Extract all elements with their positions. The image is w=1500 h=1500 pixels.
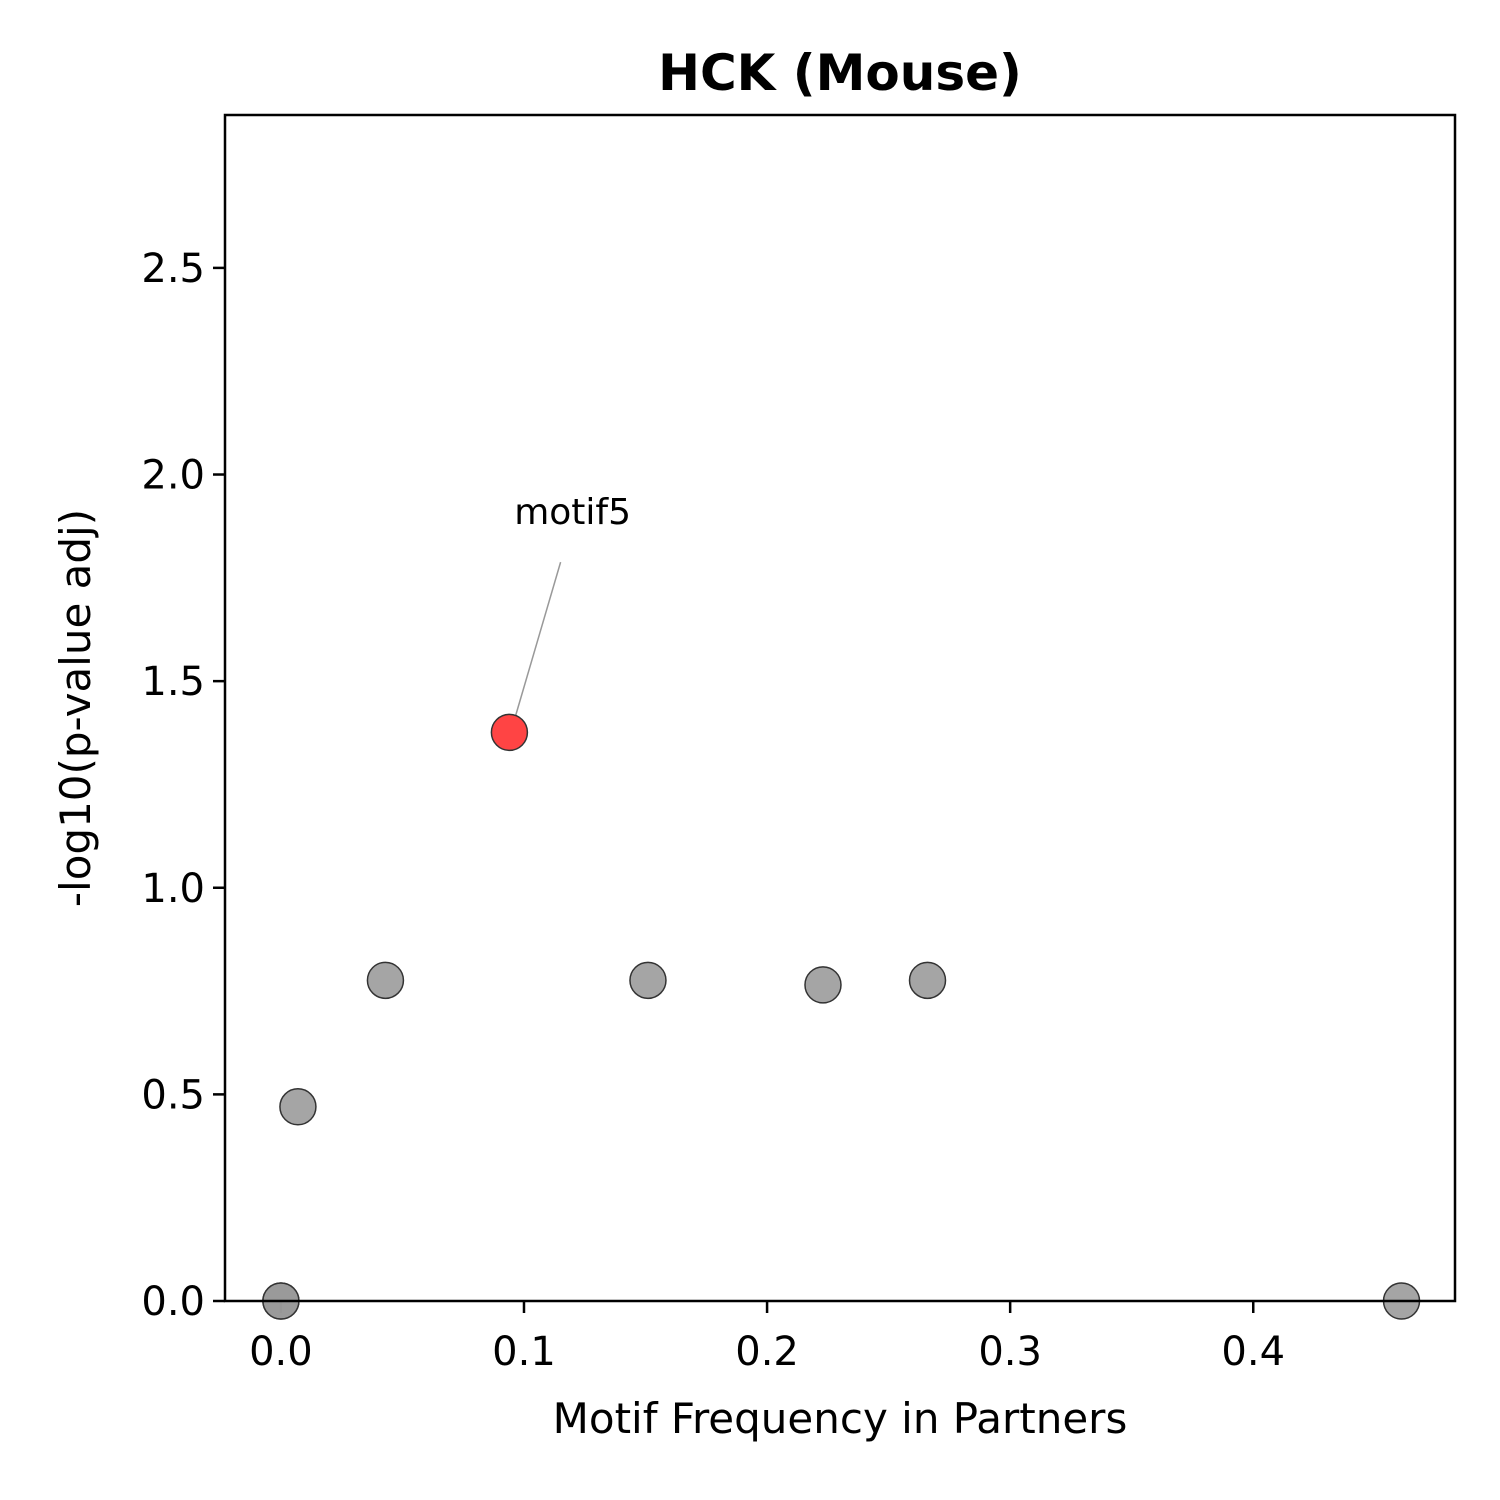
data-point-significant xyxy=(490,713,529,752)
data-point xyxy=(629,961,667,1000)
data-point xyxy=(804,966,842,1004)
data-point xyxy=(366,961,405,1000)
x-tick-label: 0.3 xyxy=(978,1329,1042,1375)
y-tick-label: 1.5 xyxy=(141,659,205,705)
x-tick-label: 0.2 xyxy=(735,1329,799,1375)
y-axis-label: -log10(p-value adj) xyxy=(51,509,100,907)
x-tick-label: 0.4 xyxy=(1221,1329,1285,1375)
x-axis-label: Motif Frequency in Partners xyxy=(553,1394,1128,1443)
y-tick-label: 2.0 xyxy=(141,453,205,499)
y-tick-label: 1.0 xyxy=(141,866,205,912)
x-axis-ticks: 0.0 0.1 0.2 0.3 0.4 xyxy=(249,1301,1285,1375)
chart-title: HCK (Mouse) xyxy=(658,44,1022,102)
annotation-leader-line xyxy=(514,561,562,717)
data-points xyxy=(262,713,1421,1320)
y-tick-label: 2.5 xyxy=(141,246,205,292)
x-tick-label: 0.0 xyxy=(249,1329,313,1375)
y-axis-ticks: 0.0 0.5 1.0 1.5 2.0 2.5 xyxy=(141,246,225,1325)
annotations: motif5 xyxy=(514,492,631,717)
y-tick-label: 0.0 xyxy=(141,1279,205,1325)
data-point xyxy=(908,961,947,1000)
plot-area-frame xyxy=(223,113,1457,1303)
y-tick-label: 0.5 xyxy=(141,1072,205,1118)
data-point xyxy=(279,1088,317,1126)
annotation-label: motif5 xyxy=(514,492,631,533)
x-tick-label: 0.1 xyxy=(492,1329,556,1375)
